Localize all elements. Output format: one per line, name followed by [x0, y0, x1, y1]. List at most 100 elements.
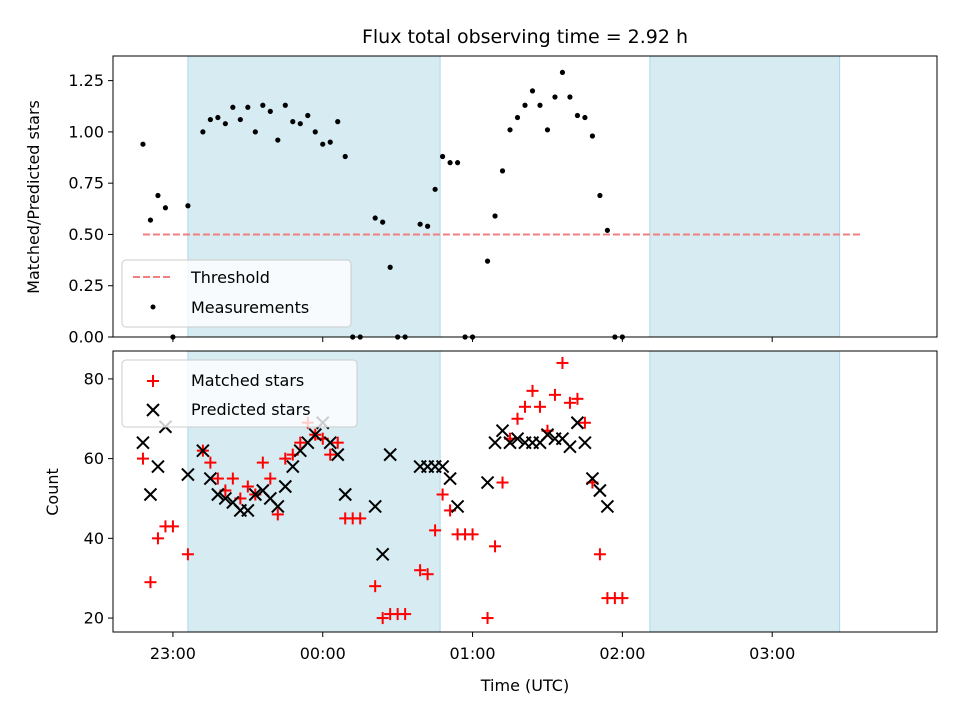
matched-star-point: [354, 512, 367, 525]
predicted-star-point: [480, 475, 495, 490]
legend-predicted-swatch: [146, 403, 160, 417]
top-chart-title: Flux total observing time = 2.92 h: [362, 26, 688, 48]
measurement-point: [147, 217, 154, 223]
predicted-star-point: [218, 491, 233, 506]
y-tick-label: 20: [84, 609, 104, 628]
bottom-panel: 20 40 60 80 23:00 00:00 01:00 02:00 03:00 Count…: [43, 350, 938, 695]
measurement-point: [589, 133, 596, 139]
matched-star-point: [166, 520, 179, 533]
predicted-star-point: [510, 431, 525, 446]
measurement-point: [574, 112, 581, 119]
measurement-point: [492, 213, 498, 219]
matched-star-point: [616, 592, 629, 605]
matched-star-point: [526, 384, 539, 397]
y-tick-label: 60: [84, 449, 104, 468]
top-x-ticks: [172, 337, 773, 342]
top-legend-box: [121, 259, 352, 328]
matched-star-point: [331, 436, 344, 449]
measurement-point: [507, 127, 513, 133]
measurement-point: [275, 137, 281, 143]
y-tick-label: 1.00: [68, 122, 104, 141]
matched-star-point: [519, 400, 531, 413]
measurement-point: [290, 119, 296, 125]
measurement-point: [267, 108, 273, 114]
y-tick-label: 40: [84, 529, 104, 548]
legend-measurements-label: Measurements: [191, 298, 309, 317]
measurement-point: [305, 112, 311, 119]
measurement-point: [522, 102, 528, 108]
measurement-point: [237, 116, 243, 123]
matched-star-point: [429, 524, 442, 537]
x-axis-label: Time (UTC): [480, 676, 569, 695]
predicted-star-point: [278, 479, 292, 494]
matched-star-point: [571, 392, 584, 405]
measurement-point: [185, 203, 191, 209]
measurement-point: [312, 129, 318, 135]
predicted-star-point: [443, 471, 457, 486]
measurement-point: [552, 94, 558, 100]
predicted-star-point: [563, 439, 577, 454]
legend-matched-swatch: [147, 375, 159, 387]
x-tick-label: 01:00: [450, 644, 496, 663]
predicted-star-point: [585, 471, 600, 486]
predicted-star-point: [211, 487, 225, 502]
measurement-point: [567, 94, 573, 100]
measurement-point: [372, 215, 378, 221]
predicted-star-point: [241, 503, 255, 518]
predicted-star-point: [338, 487, 352, 502]
predicted-star-point: [435, 459, 450, 474]
measurement-point: [387, 264, 393, 270]
matched-star-point: [279, 452, 292, 465]
matched-star-point: [489, 540, 502, 553]
predicted-star-point: [600, 499, 615, 514]
matched-star-point: [204, 456, 217, 469]
matched-star-point: [151, 532, 164, 545]
measurement-point: [282, 102, 288, 108]
measurement-point: [425, 223, 431, 229]
measurements-points-layer: [140, 69, 625, 340]
measurement-point: [529, 88, 536, 94]
matched-star-point: [556, 356, 569, 369]
measurement-point: [140, 141, 146, 147]
predicted-star-point: [368, 499, 382, 514]
predicted-star-point: [593, 483, 607, 498]
measurement-point: [440, 153, 446, 160]
y-tick-label: 0.75: [68, 174, 104, 193]
x-tick-label: 00:00: [300, 644, 346, 663]
matched-star-point: [226, 472, 239, 485]
predicted-star-point: [503, 435, 517, 450]
top-y-axis-label: Matched/Predicted stars: [24, 100, 43, 294]
measurement-point: [417, 221, 423, 227]
measurement-point: [537, 102, 543, 108]
shaded-window-2: [649, 55, 841, 338]
top-panel: 0.00 0.25 0.50 0.75 1.00 1.25 Flux total obse…: [24, 26, 938, 347]
legend-threshold-label: Threshold: [190, 268, 270, 287]
predicted-star-point: [450, 499, 465, 514]
measurement-point: [260, 102, 266, 108]
matched-star-point: [376, 612, 389, 625]
x-tick-label: 03:00: [749, 644, 795, 663]
measurement-point: [215, 114, 221, 121]
bottom-points-layer: [136, 356, 629, 625]
measurement-point: [380, 219, 386, 225]
measurement-point: [559, 69, 566, 76]
matched-star-point: [294, 436, 307, 449]
matched-star-point: [211, 472, 224, 485]
measurement-point: [544, 127, 551, 133]
measurement-point: [297, 121, 303, 127]
measurement-point: [582, 114, 588, 121]
predicted-star-point: [495, 424, 510, 438]
matched-star-point: [496, 476, 509, 489]
matched-star-point: [414, 564, 427, 577]
matched-star-point: [241, 480, 254, 493]
measurement-point: [327, 139, 333, 145]
matched-star-point: [436, 488, 449, 501]
matched-star-point: [578, 416, 591, 429]
matched-star-point: [181, 548, 194, 561]
y-tick-label: 80: [84, 369, 104, 388]
measurement-point: [320, 141, 326, 147]
predicted-star-point: [488, 435, 502, 450]
predicted-star-point: [323, 435, 337, 450]
matched-star-point: [136, 452, 149, 465]
